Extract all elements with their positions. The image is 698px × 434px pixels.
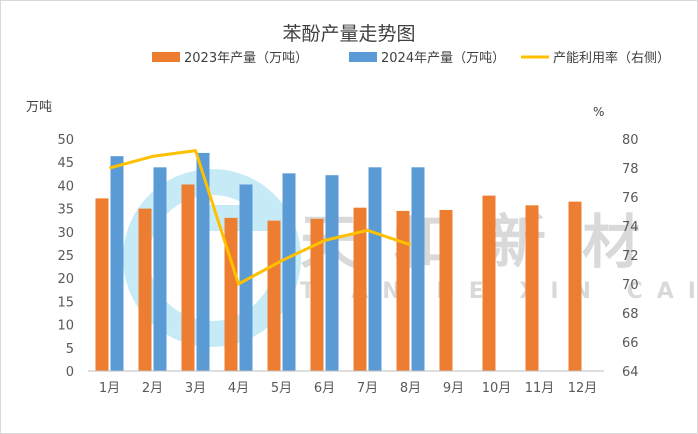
bar-series-a [138, 208, 152, 371]
x-tick: 6月 [314, 381, 335, 396]
bar-series-b [110, 156, 124, 371]
y-left-ticks: 0 5 10 15 20 25 30 35 40 45 50 [57, 133, 74, 380]
bar-series-b [325, 175, 339, 371]
y-right-tick: 76 [622, 191, 639, 206]
y-right-tick: 68 [622, 307, 639, 322]
bar-series-a [525, 205, 539, 371]
y-left-tick: 15 [57, 295, 74, 310]
y-left-tick: 25 [57, 249, 74, 264]
bar-series-a [267, 220, 281, 371]
x-tick: 8月 [400, 381, 421, 396]
x-tick: 5月 [271, 381, 292, 396]
bar-series-a [568, 201, 582, 371]
bar-series-a [95, 198, 109, 371]
y-left-tick: 40 [57, 179, 74, 194]
x-tick: 4月 [228, 381, 249, 396]
y-right-ticks: 64 66 68 70 72 74 76 78 80 [622, 133, 639, 380]
bar-series-b [411, 167, 425, 371]
y-right-tick: 78 [622, 162, 639, 177]
bar-series-a [353, 207, 367, 371]
bars [95, 152, 582, 371]
y-right-tick: 66 [622, 336, 639, 351]
y-left-label: 万吨 [26, 100, 52, 115]
bar-series-a [439, 209, 453, 371]
x-tick: 9月 [443, 381, 464, 396]
y-left-tick: 5 [66, 342, 74, 357]
bar-series-a [224, 217, 238, 371]
legend-swatch [349, 52, 377, 62]
bar-series-b [239, 184, 253, 371]
x-ticks: 1月 2月 3月 4月 5月 6月 7月 8月 9月 10月 11月 12月 [99, 381, 597, 396]
y-left-tick: 0 [66, 365, 74, 380]
bar-series-a [310, 218, 324, 371]
bar-series-b [196, 152, 210, 371]
y-right-tick: 64 [622, 365, 639, 380]
x-tick: 11月 [525, 381, 555, 396]
x-tick: 2月 [142, 381, 163, 396]
bar-series-b [153, 167, 167, 371]
legend-swatch [152, 52, 180, 62]
chart-title: 苯酚产量走势图 [282, 23, 415, 45]
x-tick: 12月 [568, 381, 598, 396]
line-series [109, 149, 411, 286]
y-left-tick: 50 [57, 133, 74, 148]
legend-label: 2024年产量（万吨） [381, 51, 505, 66]
x-tick: 7月 [357, 381, 378, 396]
legend-label: 产能利用率（右侧） [553, 50, 670, 66]
y-left-tick: 20 [57, 272, 74, 287]
y-left-tick: 10 [57, 319, 74, 334]
legend-label: 2023年产量（万吨） [184, 51, 308, 66]
x-tick: 3月 [185, 381, 206, 396]
x-tick: 10月 [482, 381, 512, 396]
y-right-tick: 72 [622, 249, 639, 264]
bar-series-b [282, 173, 296, 371]
bar-series-b [368, 167, 382, 371]
y-left-tick: 35 [57, 203, 74, 218]
y-right-tick: 80 [622, 133, 639, 148]
y-left-tick: 30 [57, 226, 74, 241]
y-right-tick: 70 [622, 278, 639, 293]
bar-series-a [482, 195, 496, 371]
x-tick: 1月 [99, 381, 120, 396]
utilization-line [109, 149, 411, 286]
y-left-tick: 45 [57, 156, 74, 171]
y-right-label: % [593, 105, 604, 119]
bar-series-a [181, 184, 195, 371]
y-right-tick: 74 [622, 220, 639, 235]
legend: 2023年产量（万吨） 2024年产量（万吨） 产能利用率（右侧） [152, 50, 670, 66]
bar-series-a [396, 210, 410, 371]
